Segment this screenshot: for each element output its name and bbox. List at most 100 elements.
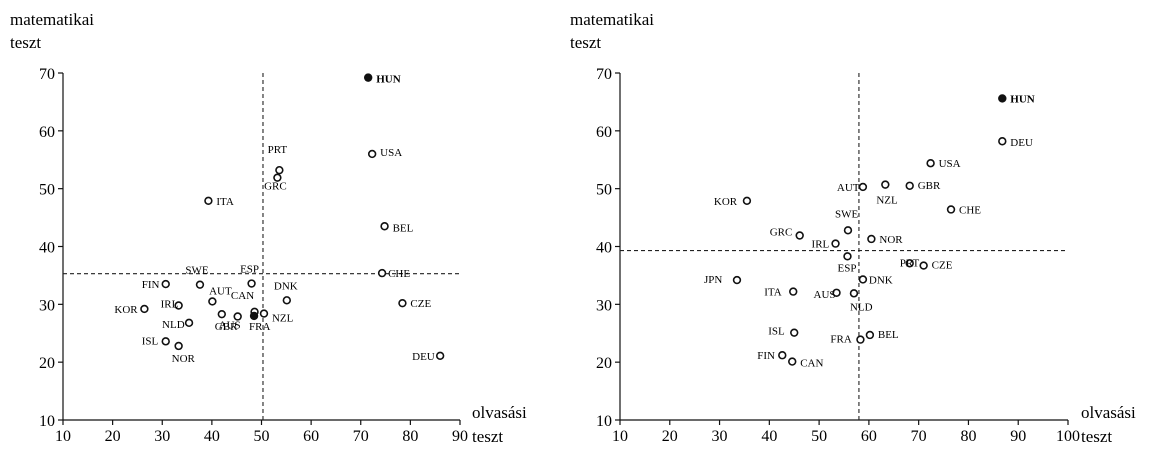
data-label-cze: CZE — [410, 298, 431, 310]
data-label-hun: HUN — [1010, 93, 1035, 105]
x-tick-label: 30 — [154, 428, 170, 445]
data-point-usa — [926, 159, 935, 168]
data-label-cze: CZE — [932, 260, 953, 272]
y-axis-label-line-1: matematikai — [570, 10, 654, 29]
x-tick-label: 30 — [712, 428, 728, 445]
data-label-usa: USA — [939, 158, 961, 170]
data-label-aut: AUT — [837, 182, 860, 194]
y-tick-label: 20 — [39, 355, 55, 372]
data-label-fin: FIN — [757, 350, 775, 362]
data-label-nzl: NZL — [272, 313, 294, 325]
data-point-esp — [843, 252, 852, 261]
data-label-kor: KOR — [714, 196, 738, 208]
data-label-nor: NOR — [879, 234, 903, 246]
x-tick-label: 80 — [960, 428, 976, 445]
data-label-ita: ITA — [216, 196, 234, 208]
data-point-irl — [174, 301, 183, 310]
data-point-kor — [140, 304, 149, 314]
y-tick-label: 30 — [596, 297, 612, 314]
data-label-grc: GRC — [264, 181, 287, 193]
data-point-hun — [998, 94, 1007, 103]
x-axis-label-line-2: teszt — [1081, 427, 1112, 446]
data-label-swe: SWE — [835, 208, 859, 220]
data-point-dnk — [858, 275, 868, 284]
x-tick-label: 90 — [1010, 428, 1026, 445]
data-label-can: CAN — [231, 290, 254, 302]
data-label-che: CHE — [388, 268, 410, 280]
data-point-bel — [865, 330, 875, 340]
x-axis-label-line-1: olvasási — [1081, 403, 1136, 422]
x-tick-label: 50 — [254, 428, 270, 445]
data-point-isl — [161, 337, 170, 346]
y-tick-label: 60 — [39, 124, 55, 141]
data-point-nor — [867, 234, 876, 244]
x-tick-label: 100 — [1056, 428, 1080, 445]
x-tick-label: 40 — [204, 428, 220, 445]
data-label-nld: NLD — [162, 319, 185, 331]
data-label-isl: ISL — [768, 326, 785, 338]
y-tick-label: 20 — [596, 355, 612, 372]
data-label-che: CHE — [959, 204, 981, 216]
data-point-dnk — [282, 296, 292, 305]
data-label-hun: HUN — [376, 74, 401, 86]
data-point-nld — [849, 289, 859, 298]
x-tick-label: 40 — [761, 428, 777, 445]
x-tick-label: 20 — [105, 428, 121, 445]
data-point-kor — [742, 196, 752, 206]
data-label-nld: NLD — [850, 301, 873, 313]
data-label-bel: BEL — [393, 222, 414, 234]
data-point-usa — [367, 149, 377, 159]
data-point-swe — [843, 226, 853, 235]
data-point-aus — [233, 312, 242, 321]
x-tick-label: 20 — [662, 428, 678, 445]
data-label-esp: ESP — [240, 264, 259, 276]
chart-right-panel: matematikai teszt olvasási teszt 10 20 30 40 50 6… — [570, 10, 1136, 446]
data-label-aus: AUS — [219, 319, 241, 331]
data-point-cze — [919, 261, 928, 270]
data-point-aus — [832, 288, 841, 297]
y-tick-label: 70 — [39, 66, 55, 83]
x-tick-label: 90 — [452, 428, 468, 445]
y-tick-label: 70 — [596, 66, 612, 83]
data-label-jpn: JPN — [704, 274, 722, 286]
data-point-deu — [435, 351, 445, 361]
data-label-fra: FRA — [830, 334, 851, 346]
data-point-jpn — [732, 275, 742, 285]
data-point-che — [946, 205, 956, 214]
data-point-hun — [363, 73, 373, 82]
y-tick-label: 30 — [39, 297, 55, 314]
y-axis-label-line-1: matematikai — [10, 10, 94, 29]
y-axis-label-line-2: teszt — [10, 33, 41, 52]
y-tick-label: 10 — [596, 413, 612, 430]
data-point-irl — [831, 239, 840, 248]
x-axis-label-line-2: teszt — [472, 427, 503, 446]
chart-left-panel: matematikai teszt olvasási teszt 10 20 30 40 50 6… — [10, 10, 527, 446]
data-label-kor: KOR — [114, 304, 138, 316]
data-point-che — [377, 268, 387, 278]
x-tick-label: 60 — [303, 428, 319, 445]
y-tick-label: 60 — [596, 124, 612, 141]
data-point-fin — [161, 279, 170, 289]
data-label-dnk: DNK — [869, 274, 893, 286]
x-axis-label-line-1: olvasási — [472, 403, 527, 422]
data-point-gbr — [217, 309, 227, 319]
data-point-grc — [273, 173, 282, 182]
data-label-nzl: NZL — [876, 195, 898, 207]
x-tick-label: 80 — [402, 428, 418, 445]
data-point-cze — [398, 298, 407, 308]
y-tick-label: 50 — [39, 182, 55, 199]
data-point-can — [788, 357, 797, 366]
data-point-nzl — [881, 180, 890, 189]
data-label-aus: AUS — [814, 289, 836, 301]
data-point-ita — [789, 287, 798, 296]
data-label-gbr: GBR — [215, 321, 238, 333]
data-point-bel — [380, 222, 389, 231]
data-point-nld — [184, 318, 194, 328]
data-label-grc: GRC — [770, 227, 793, 239]
y-axis-label-line-2: teszt — [570, 33, 601, 52]
data-point-nzl — [259, 309, 269, 318]
data-point-nor — [174, 341, 183, 351]
data-label-dnk: DNK — [274, 280, 298, 292]
data-label-isl: ISL — [142, 335, 159, 347]
